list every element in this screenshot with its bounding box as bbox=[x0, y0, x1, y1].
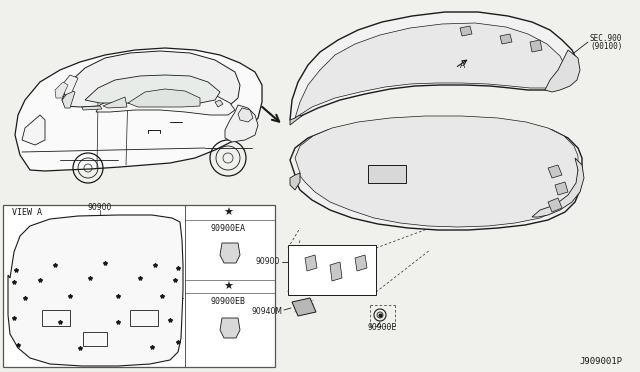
Polygon shape bbox=[548, 198, 562, 212]
Polygon shape bbox=[96, 88, 235, 115]
Bar bbox=[130, 310, 158, 326]
Bar bbox=[368, 165, 406, 183]
Bar bbox=[83, 332, 107, 346]
Polygon shape bbox=[128, 89, 200, 107]
Text: VIEW A: VIEW A bbox=[12, 208, 42, 217]
Polygon shape bbox=[220, 243, 240, 263]
Polygon shape bbox=[55, 82, 68, 98]
Polygon shape bbox=[532, 158, 584, 217]
Polygon shape bbox=[295, 116, 578, 227]
Text: SEC.900: SEC.900 bbox=[590, 33, 622, 42]
Polygon shape bbox=[8, 215, 183, 366]
Polygon shape bbox=[545, 50, 580, 92]
Polygon shape bbox=[555, 182, 568, 195]
Polygon shape bbox=[530, 40, 542, 52]
Polygon shape bbox=[62, 90, 75, 108]
Polygon shape bbox=[290, 118, 582, 230]
Polygon shape bbox=[225, 105, 258, 142]
Polygon shape bbox=[62, 75, 78, 95]
Polygon shape bbox=[330, 262, 342, 281]
Polygon shape bbox=[62, 51, 240, 108]
Text: ★: ★ bbox=[223, 208, 233, 218]
Polygon shape bbox=[292, 298, 316, 316]
Polygon shape bbox=[15, 48, 262, 171]
Polygon shape bbox=[460, 26, 472, 36]
Text: (90100): (90100) bbox=[590, 42, 622, 51]
Polygon shape bbox=[103, 97, 127, 108]
Polygon shape bbox=[295, 23, 566, 118]
Polygon shape bbox=[290, 173, 300, 190]
Bar bbox=[3, 205, 275, 367]
Polygon shape bbox=[238, 108, 253, 122]
Polygon shape bbox=[355, 255, 367, 271]
Text: 90900EB: 90900EB bbox=[211, 298, 246, 307]
Text: A: A bbox=[460, 61, 465, 70]
Text: J909001P: J909001P bbox=[579, 357, 622, 366]
Text: 90900EA: 90900EA bbox=[211, 224, 246, 232]
Text: ★: ★ bbox=[223, 282, 233, 292]
Polygon shape bbox=[215, 100, 223, 107]
Polygon shape bbox=[290, 115, 303, 125]
Bar bbox=[42, 310, 70, 326]
Polygon shape bbox=[305, 255, 317, 271]
Polygon shape bbox=[22, 115, 45, 145]
Polygon shape bbox=[85, 75, 220, 104]
Text: 90900E: 90900E bbox=[368, 324, 397, 333]
Text: 90900: 90900 bbox=[255, 257, 280, 266]
Bar bbox=[288, 245, 376, 295]
Text: 90900: 90900 bbox=[88, 202, 112, 212]
Polygon shape bbox=[82, 106, 102, 110]
Polygon shape bbox=[548, 165, 562, 178]
Polygon shape bbox=[220, 318, 240, 338]
Polygon shape bbox=[290, 12, 578, 120]
Text: 90940M: 90940M bbox=[251, 308, 282, 317]
Polygon shape bbox=[500, 34, 512, 44]
